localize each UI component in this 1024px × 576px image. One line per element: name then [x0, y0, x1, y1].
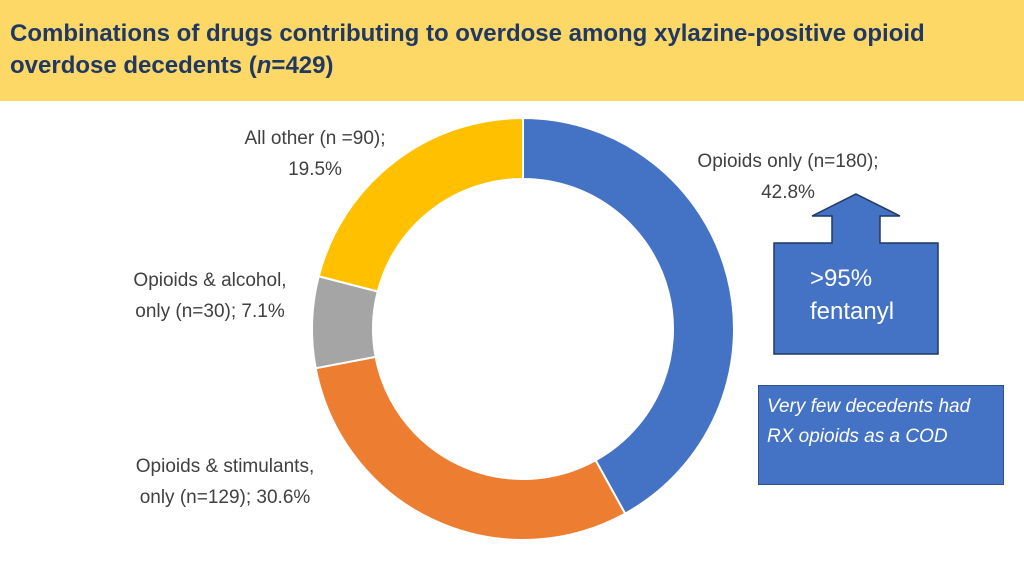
- label-all-other-line1: All other (n =90);: [244, 128, 386, 149]
- label-all-other-line2: 19.5%: [288, 159, 342, 180]
- title-bar: Combinations of drugs contributing to ov…: [0, 0, 1024, 101]
- label-opioids-alcohol: Opioids & alcohol, only (n=30); 7.1%: [100, 265, 320, 327]
- label-opioids-stimulants-line2: only (n=129); 30.6%: [139, 487, 311, 508]
- title-prefix: Combinations of drugs contributing to ov…: [10, 20, 925, 79]
- label-opioids-alcohol-line2: only (n=30); 7.1%: [135, 301, 285, 322]
- title-n-italic: n: [256, 52, 272, 79]
- up-arrow-callout: [773, 193, 939, 355]
- callout-line1: >95%: [810, 265, 873, 292]
- note-box: Very few decedents had RX opioids as a C…: [758, 385, 1004, 485]
- label-opioids-alcohol-line1: Opioids & alcohol,: [133, 270, 287, 291]
- title-suffix: =429): [271, 52, 334, 79]
- donut-slice-all-other: [317, 116, 524, 293]
- donut-slice-opioids-stimulants-only: [314, 355, 627, 541]
- label-all-other: All other (n =90); 19.5%: [200, 123, 430, 185]
- callout-text: >95% fentanyl: [810, 262, 894, 328]
- label-opioids-only-line1: Opioids only (n=180);: [697, 151, 879, 172]
- donut-slice-opioids-only: [522, 116, 735, 515]
- donut-slice-opioids-alcohol-only: [311, 275, 379, 370]
- label-opioids-stimulants: Opioids & stimulants, only (n=129); 30.6…: [100, 451, 350, 513]
- label-opioids-stimulants-line1: Opioids & stimulants,: [135, 456, 315, 477]
- label-opioids-only-line2: 42.8%: [761, 182, 815, 203]
- up-arrow-outline: [773, 193, 939, 355]
- chart-title: Combinations of drugs contributing to ov…: [10, 18, 1010, 82]
- callout-line2: fentanyl: [810, 298, 895, 325]
- label-opioids-only: Opioids only (n=180); 42.8%: [660, 146, 916, 208]
